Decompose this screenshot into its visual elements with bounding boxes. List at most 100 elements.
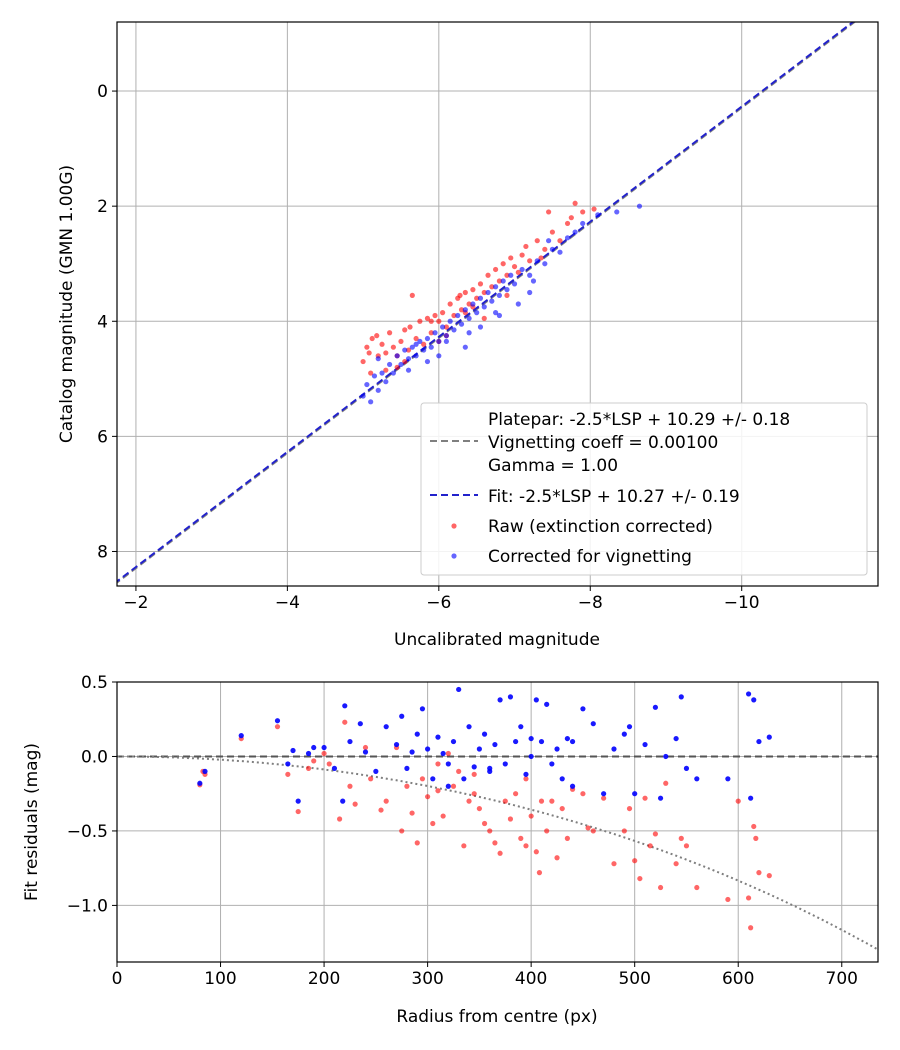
residual-raw-point bbox=[513, 791, 519, 797]
corrected-point bbox=[614, 209, 620, 215]
corrected-point bbox=[458, 321, 465, 327]
corrected-point bbox=[462, 344, 468, 350]
corrected-point bbox=[493, 310, 499, 316]
raw-point bbox=[409, 292, 415, 298]
residual-raw-point bbox=[383, 798, 389, 804]
residual-raw-point bbox=[492, 840, 498, 846]
corrected-point bbox=[364, 381, 370, 388]
residual-corrected-point bbox=[580, 706, 586, 712]
residual-raw-point bbox=[590, 828, 596, 834]
residual-corrected-point bbox=[683, 765, 690, 771]
residual-corrected-point bbox=[425, 746, 431, 752]
residual-corrected-point bbox=[601, 791, 607, 797]
residual-corrected-point bbox=[347, 738, 353, 745]
corrected-point bbox=[546, 238, 552, 244]
raw-point bbox=[405, 347, 412, 353]
residual-corrected-point bbox=[342, 703, 348, 709]
residual-corrected-point bbox=[476, 746, 482, 752]
residual-corrected-point bbox=[419, 706, 426, 712]
residual-corrected-point bbox=[295, 798, 301, 804]
corrected-point bbox=[405, 356, 412, 362]
residual-corrected-point bbox=[748, 795, 754, 801]
residual-raw-point bbox=[533, 849, 539, 855]
corrected-point bbox=[440, 324, 446, 330]
residual-corrected-point bbox=[756, 738, 762, 745]
top-y-tick-label: 4 bbox=[97, 312, 108, 332]
residual-raw-point bbox=[435, 761, 441, 767]
raw-point bbox=[568, 215, 574, 221]
residual-raw-point bbox=[414, 840, 420, 846]
residual-corrected-point bbox=[340, 798, 346, 804]
raw-point bbox=[580, 209, 586, 215]
top-x-tick-label: −6 bbox=[426, 593, 451, 613]
corrected-point bbox=[405, 367, 412, 373]
residual-raw-point bbox=[305, 765, 312, 771]
residual-raw-point bbox=[352, 801, 358, 807]
corrected-point bbox=[542, 261, 548, 267]
corrected-point bbox=[398, 361, 404, 368]
raw-point bbox=[542, 246, 548, 252]
bottom-x-tick-label: 500 bbox=[618, 969, 650, 989]
residual-raw-point bbox=[362, 744, 369, 751]
residual-corrected-point bbox=[513, 738, 519, 745]
legend-corrected-label: Corrected for vignetting bbox=[488, 547, 692, 567]
residual-raw-point bbox=[725, 896, 731, 903]
residual-corrected-point bbox=[569, 738, 576, 745]
corrected-point bbox=[477, 324, 484, 330]
residual-raw-point bbox=[673, 861, 679, 867]
raw-point bbox=[485, 272, 491, 278]
residual-corrected-point bbox=[445, 783, 451, 789]
legend-raw-marker bbox=[451, 523, 457, 529]
corrected-point bbox=[424, 335, 431, 342]
residual-raw-point bbox=[430, 820, 436, 827]
residual-corrected-point bbox=[471, 764, 477, 770]
residual-raw-point bbox=[471, 771, 477, 777]
residual-raw-point bbox=[751, 823, 757, 830]
residual-corrected-point bbox=[456, 686, 462, 693]
corrected-point bbox=[436, 353, 442, 359]
raw-point bbox=[523, 243, 529, 250]
residual-corrected-point bbox=[751, 697, 757, 703]
corrected-point bbox=[394, 353, 400, 359]
residual-raw-point bbox=[663, 780, 669, 786]
residual-raw-point bbox=[766, 873, 772, 879]
residual-raw-point bbox=[549, 798, 555, 804]
residual-raw-point bbox=[321, 750, 327, 757]
residual-corrected-point bbox=[202, 768, 208, 774]
raw-point bbox=[549, 229, 555, 235]
residual-corrected-point bbox=[657, 795, 664, 801]
legend-corrected-marker bbox=[451, 553, 457, 559]
corrected-point bbox=[549, 246, 555, 252]
corrected-point bbox=[595, 212, 601, 218]
residual-raw-point bbox=[683, 843, 690, 849]
residual-corrected-point bbox=[533, 697, 539, 703]
top-x-axis-label: Uncalibrated magnitude bbox=[394, 630, 600, 650]
residual-corrected-point bbox=[285, 761, 291, 767]
residual-raw-point bbox=[626, 805, 633, 812]
raw-point bbox=[534, 238, 540, 244]
raw-point bbox=[572, 200, 578, 206]
corrected-point bbox=[375, 356, 381, 362]
residual-corrected-point bbox=[626, 724, 633, 730]
residual-raw-point bbox=[601, 795, 607, 801]
raw-point bbox=[402, 358, 408, 365]
residual-corrected-point bbox=[492, 741, 498, 748]
raw-point bbox=[369, 335, 375, 342]
residual-raw-point bbox=[435, 788, 441, 794]
residual-raw-point bbox=[748, 925, 754, 931]
raw-point bbox=[364, 344, 370, 350]
residual-corrected-point bbox=[678, 694, 684, 700]
bottom-x-ticks: 0 100 200 300 400 500 600 700 bbox=[112, 962, 858, 989]
legend-platepar-label: Platepar: -2.5*LSP + 10.29 +/- 0.18 bbox=[488, 410, 790, 430]
residual-raw-point bbox=[419, 776, 426, 782]
raw-point bbox=[436, 318, 442, 324]
residual-corrected-point bbox=[435, 734, 441, 740]
residual-corrected-point bbox=[766, 734, 772, 740]
residual-corrected-point bbox=[197, 780, 203, 786]
raw-point bbox=[374, 333, 380, 339]
residual-raw-point bbox=[368, 776, 374, 782]
raw-point bbox=[515, 269, 521, 275]
residual-raw-point bbox=[274, 724, 281, 730]
raw-point bbox=[398, 338, 404, 345]
top-y-tick-label: 8 bbox=[97, 542, 108, 562]
